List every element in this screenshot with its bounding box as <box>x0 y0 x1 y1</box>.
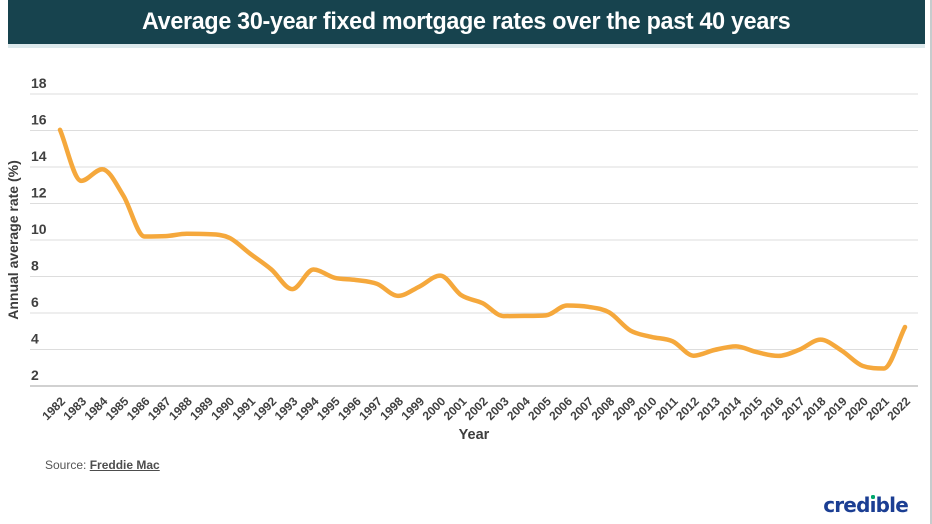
chart-title-bar: Average 30-year fixed mortgage rates ove… <box>8 0 925 44</box>
rate-line <box>57 127 908 371</box>
source-line: Source: Freddie Mac <box>45 458 160 472</box>
y-tick-label: 4 <box>31 331 39 347</box>
logo-text-right: ble <box>875 493 909 517</box>
x-axis-title: Year <box>459 427 490 443</box>
y-tick-label: 12 <box>31 185 47 201</box>
logo-letter-i: ı <box>869 493 877 517</box>
credible-logo: credı ble <box>823 493 909 517</box>
y-tick-label: 10 <box>31 221 47 237</box>
y-tick-label: 2 <box>31 367 39 383</box>
y-tick-label: 8 <box>31 258 39 274</box>
y-tick-label: 16 <box>31 112 47 128</box>
y-tick-label: 14 <box>31 148 47 164</box>
source-prefix: Source: <box>45 458 87 472</box>
source-link[interactable]: Freddie Mac <box>89 458 160 472</box>
title-bar-underline <box>8 44 925 48</box>
logo-green-dot-icon <box>870 494 875 499</box>
y-axis-title: Annual average rate (%) <box>5 160 21 320</box>
x-tick-label: 2022 <box>884 394 913 423</box>
chart-title: Average 30-year fixed mortgage rates ove… <box>142 8 791 35</box>
logo-text-left: cred <box>823 493 870 517</box>
y-tick-label: 18 <box>31 75 47 91</box>
y-tick-label: 6 <box>31 294 39 310</box>
